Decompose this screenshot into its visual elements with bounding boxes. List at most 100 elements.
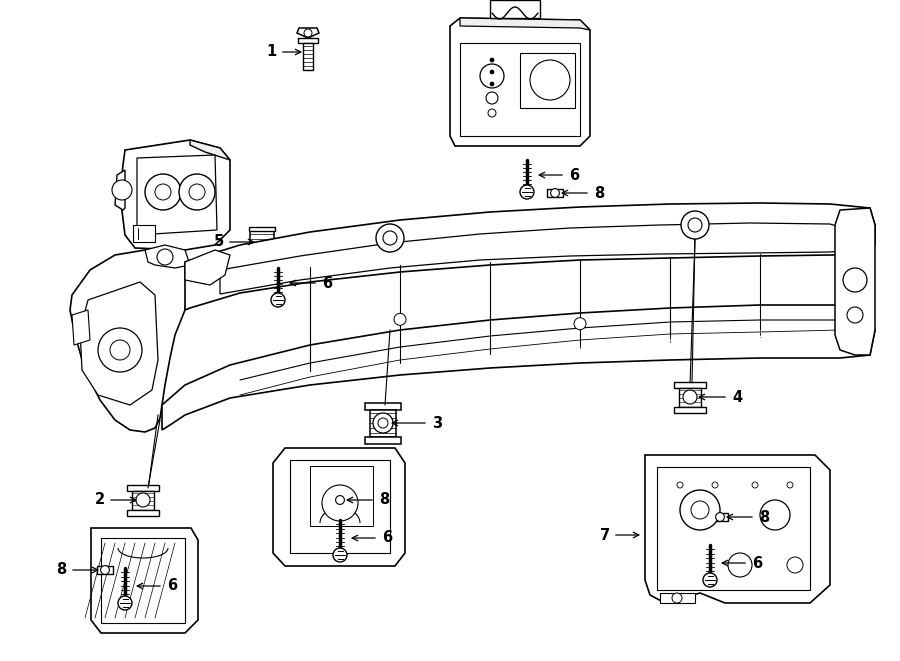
Circle shape <box>322 485 358 521</box>
Polygon shape <box>657 467 810 590</box>
Circle shape <box>179 174 215 210</box>
Circle shape <box>752 482 758 488</box>
Circle shape <box>333 548 347 562</box>
Polygon shape <box>645 455 830 603</box>
Polygon shape <box>332 496 348 504</box>
Polygon shape <box>490 0 540 18</box>
Polygon shape <box>249 252 275 256</box>
Circle shape <box>712 482 718 488</box>
Circle shape <box>551 188 560 198</box>
Circle shape <box>110 340 130 360</box>
Polygon shape <box>674 407 706 413</box>
Polygon shape <box>660 593 695 603</box>
Circle shape <box>118 596 132 610</box>
Polygon shape <box>145 245 190 268</box>
Polygon shape <box>365 437 401 444</box>
Circle shape <box>787 482 793 488</box>
Circle shape <box>574 318 586 330</box>
Polygon shape <box>185 250 230 285</box>
Text: 8: 8 <box>379 492 389 508</box>
Circle shape <box>157 249 173 265</box>
Circle shape <box>490 82 494 86</box>
Polygon shape <box>162 305 875 430</box>
Polygon shape <box>835 208 875 355</box>
Polygon shape <box>712 513 728 521</box>
Circle shape <box>486 92 498 104</box>
Polygon shape <box>297 28 319 38</box>
Circle shape <box>672 593 682 603</box>
Text: 6: 6 <box>752 555 762 570</box>
Text: 1: 1 <box>266 44 277 59</box>
Circle shape <box>145 174 181 210</box>
Polygon shape <box>115 170 125 210</box>
Circle shape <box>304 29 312 37</box>
Circle shape <box>376 224 404 252</box>
Polygon shape <box>127 510 159 516</box>
Circle shape <box>378 418 388 428</box>
Polygon shape <box>127 485 159 491</box>
Polygon shape <box>290 460 390 553</box>
Text: 2: 2 <box>94 492 105 508</box>
Circle shape <box>680 490 720 530</box>
Polygon shape <box>365 403 401 410</box>
Polygon shape <box>132 491 154 510</box>
Polygon shape <box>220 223 855 294</box>
Polygon shape <box>450 18 590 146</box>
Polygon shape <box>190 140 230 160</box>
Circle shape <box>843 268 867 292</box>
Circle shape <box>760 500 790 530</box>
Circle shape <box>847 307 863 323</box>
Text: 6: 6 <box>167 578 177 594</box>
Text: 4: 4 <box>732 389 742 405</box>
Polygon shape <box>70 250 190 432</box>
Circle shape <box>683 390 697 404</box>
Text: 6: 6 <box>382 531 392 545</box>
Polygon shape <box>97 566 113 574</box>
Text: 3: 3 <box>432 416 442 430</box>
Text: 5: 5 <box>214 235 224 249</box>
Circle shape <box>98 328 142 372</box>
Polygon shape <box>303 43 313 70</box>
Polygon shape <box>249 227 275 231</box>
Circle shape <box>336 496 345 504</box>
Polygon shape <box>298 38 318 43</box>
Circle shape <box>716 512 724 522</box>
Circle shape <box>520 185 534 199</box>
Circle shape <box>787 557 803 573</box>
Polygon shape <box>310 466 373 526</box>
Polygon shape <box>547 189 563 197</box>
Polygon shape <box>91 528 198 633</box>
Circle shape <box>490 58 494 62</box>
Text: 7: 7 <box>600 527 610 543</box>
Circle shape <box>728 553 752 577</box>
Polygon shape <box>250 230 274 252</box>
Circle shape <box>136 493 150 507</box>
Circle shape <box>677 482 683 488</box>
Circle shape <box>394 313 406 325</box>
Polygon shape <box>72 310 90 345</box>
Polygon shape <box>273 448 405 566</box>
Circle shape <box>383 231 397 245</box>
Text: 8: 8 <box>594 186 604 200</box>
Polygon shape <box>101 538 185 623</box>
Circle shape <box>688 218 702 232</box>
Circle shape <box>155 184 171 200</box>
Text: 8: 8 <box>56 563 66 578</box>
Circle shape <box>490 70 494 74</box>
Circle shape <box>488 109 496 117</box>
Text: 6: 6 <box>322 276 332 290</box>
Circle shape <box>530 60 570 100</box>
Circle shape <box>189 184 205 200</box>
Circle shape <box>373 413 393 433</box>
Polygon shape <box>460 43 580 136</box>
Text: 6: 6 <box>569 167 579 182</box>
Polygon shape <box>679 388 701 407</box>
Circle shape <box>691 501 709 519</box>
Polygon shape <box>137 155 217 235</box>
Circle shape <box>681 211 709 239</box>
Circle shape <box>271 293 285 307</box>
Circle shape <box>101 566 110 574</box>
Polygon shape <box>460 18 590 30</box>
Polygon shape <box>185 203 875 310</box>
Polygon shape <box>133 225 155 242</box>
